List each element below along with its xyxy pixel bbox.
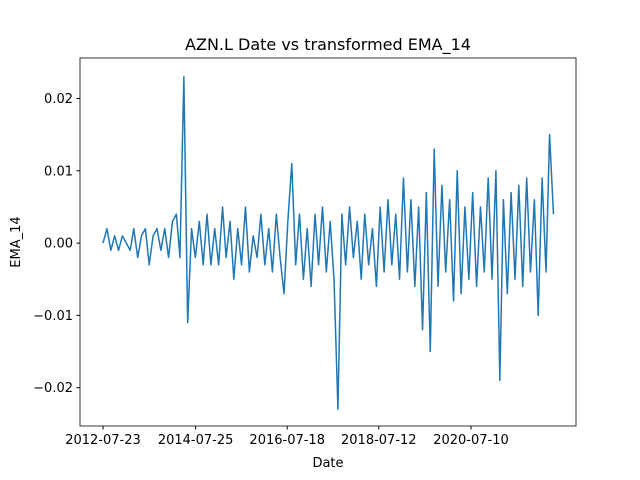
y-tick-label: 0.00 xyxy=(44,237,73,252)
y-tick-label: 0.02 xyxy=(44,92,73,107)
x-tick-label: 2016-07-18 xyxy=(249,433,325,448)
chart-title: AZN.L Date vs transformed EMA_14 xyxy=(185,35,471,55)
y-tick-label: 0.01 xyxy=(44,164,73,179)
y-axis-label: EMA_14 xyxy=(9,216,24,267)
y-tick-label: −0.01 xyxy=(33,309,73,324)
y-tick-label: −0.02 xyxy=(33,381,73,396)
data-line xyxy=(102,76,555,411)
plot-frame xyxy=(79,57,577,427)
x-tick-label: 2012-07-23 xyxy=(65,433,141,448)
x-tick-label: 2020-07-10 xyxy=(433,433,509,448)
x-tick-label: 2014-07-25 xyxy=(158,433,234,448)
x-axis-label: Date xyxy=(312,456,343,471)
x-tick-label: 2018-07-12 xyxy=(341,433,417,448)
